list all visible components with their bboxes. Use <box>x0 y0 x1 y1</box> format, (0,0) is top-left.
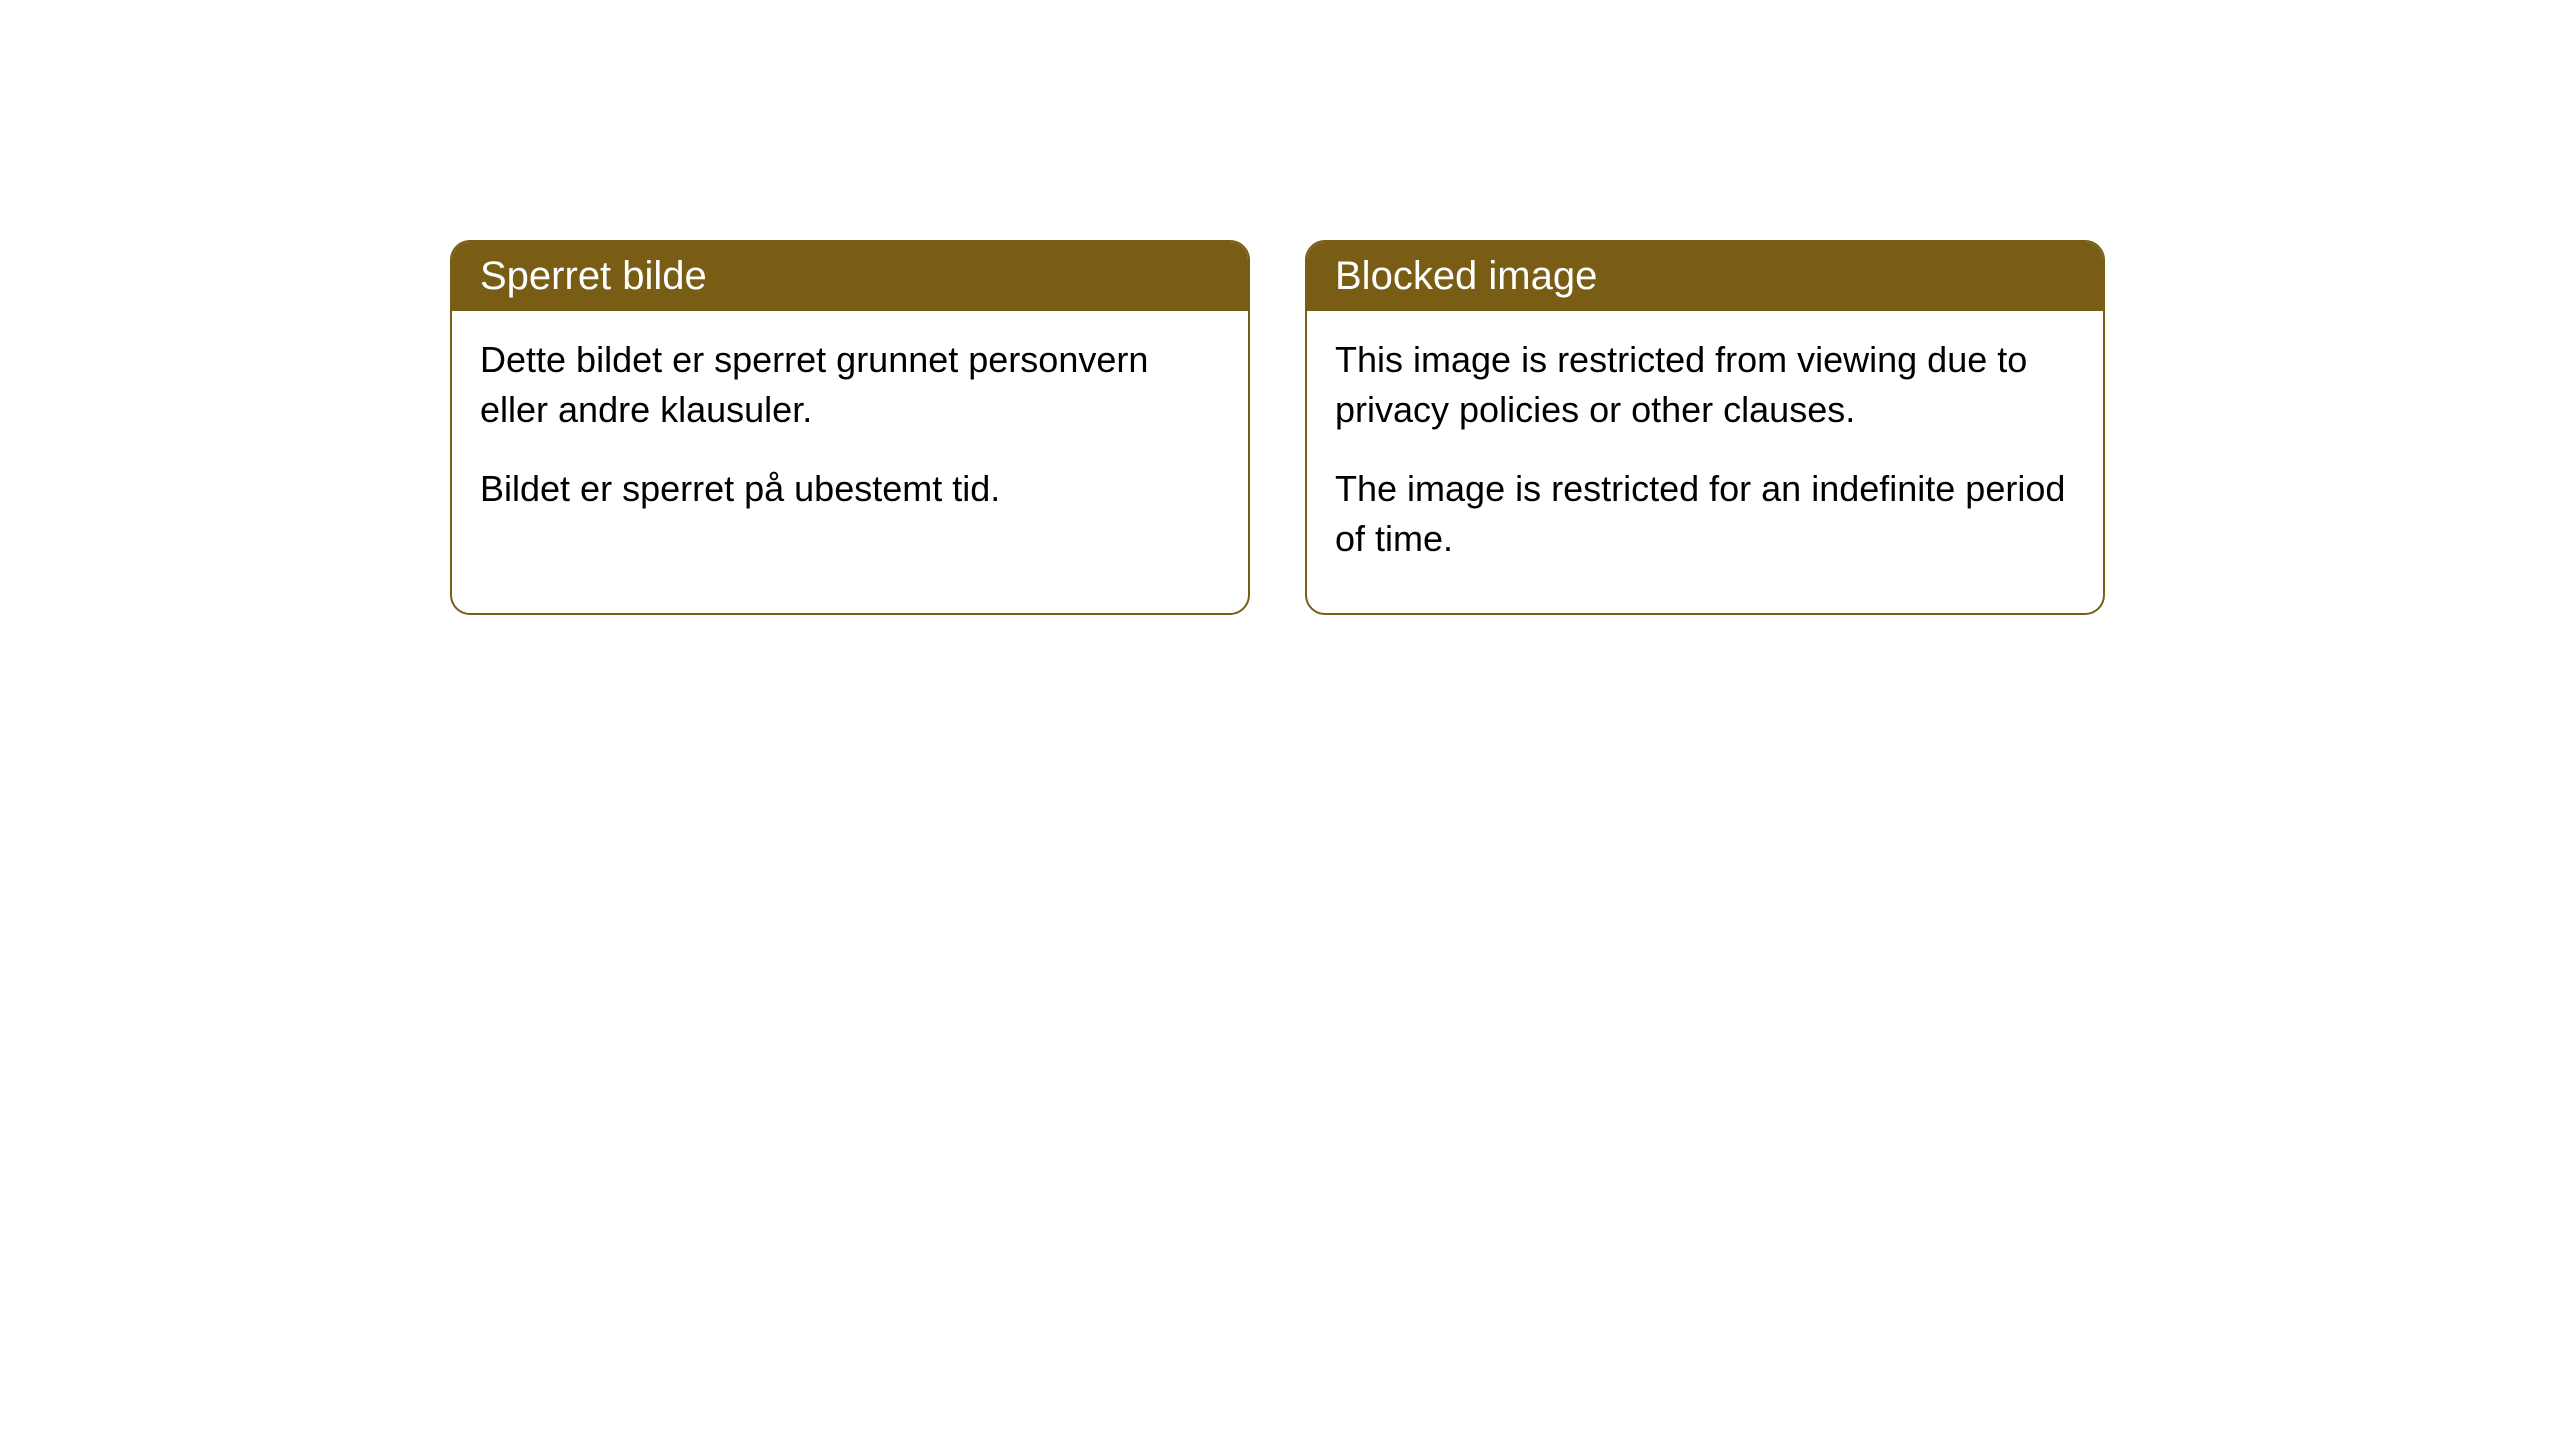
card-header: Sperret bilde <box>452 242 1248 311</box>
card-body: Dette bildet er sperret grunnet personve… <box>452 311 1248 562</box>
card-paragraph: The image is restricted for an indefinit… <box>1335 464 2075 565</box>
card-body: This image is restricted from viewing du… <box>1307 311 2103 613</box>
card-title: Sperret bilde <box>480 254 707 298</box>
card-header: Blocked image <box>1307 242 2103 311</box>
notice-card-english: Blocked image This image is restricted f… <box>1305 240 2105 615</box>
card-paragraph: Dette bildet er sperret grunnet personve… <box>480 335 1220 436</box>
card-paragraph: Bildet er sperret på ubestemt tid. <box>480 464 1220 514</box>
notice-cards-container: Sperret bilde Dette bildet er sperret gr… <box>450 240 2105 615</box>
notice-card-norwegian: Sperret bilde Dette bildet er sperret gr… <box>450 240 1250 615</box>
card-title: Blocked image <box>1335 254 1597 298</box>
card-paragraph: This image is restricted from viewing du… <box>1335 335 2075 436</box>
